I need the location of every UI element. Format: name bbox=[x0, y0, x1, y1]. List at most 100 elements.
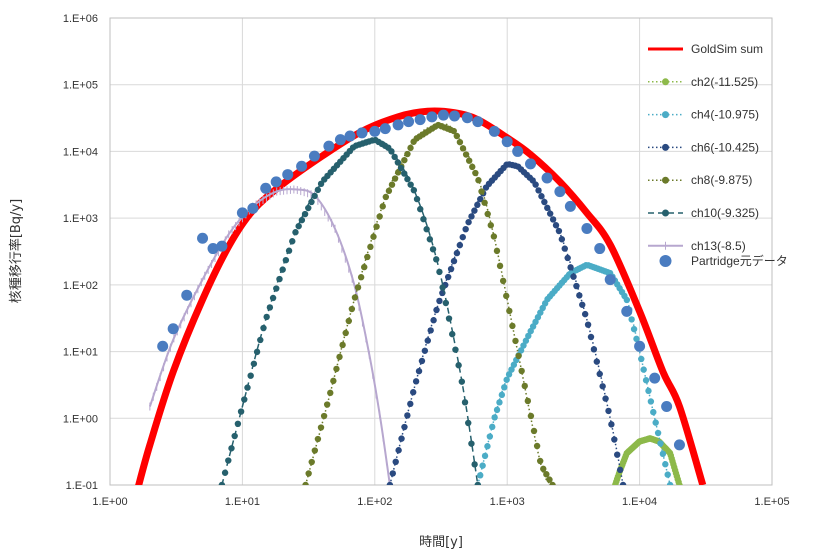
data-point bbox=[549, 481, 556, 485]
data-point bbox=[501, 136, 513, 148]
series-partridge bbox=[157, 109, 685, 451]
data-point bbox=[397, 164, 405, 172]
y-tick-label: 1.E+05 bbox=[63, 80, 98, 92]
data-point bbox=[561, 245, 568, 252]
data-point bbox=[630, 325, 638, 333]
data-point bbox=[279, 266, 286, 273]
data-point bbox=[573, 282, 580, 290]
data-point bbox=[345, 317, 352, 325]
data-point bbox=[650, 408, 657, 416]
data-point bbox=[590, 346, 598, 353]
data-point bbox=[465, 157, 473, 164]
data-point bbox=[320, 412, 328, 420]
data-point bbox=[364, 253, 371, 261]
data-point bbox=[423, 226, 430, 233]
data-point bbox=[633, 335, 640, 343]
data-point bbox=[475, 177, 482, 184]
data-point bbox=[181, 289, 193, 301]
data-point bbox=[584, 321, 592, 328]
data-point bbox=[496, 262, 504, 270]
data-point bbox=[558, 236, 566, 243]
data-point bbox=[676, 481, 683, 485]
data-point bbox=[634, 340, 646, 352]
data-point bbox=[508, 366, 515, 373]
data-point bbox=[642, 377, 650, 384]
y-axis-title: 核種移行率[Bq/y] bbox=[8, 199, 24, 303]
data-point bbox=[250, 360, 258, 367]
data-point bbox=[581, 222, 593, 234]
data-point bbox=[311, 192, 318, 200]
data-point bbox=[593, 358, 601, 365]
data-point bbox=[391, 153, 398, 161]
data-point bbox=[505, 371, 513, 378]
data-point bbox=[649, 372, 661, 384]
legend-item-ch6-10-425: ch6(-10.425) bbox=[648, 140, 759, 154]
data-point bbox=[455, 362, 462, 369]
data-point bbox=[421, 347, 429, 354]
data-point bbox=[241, 396, 248, 403]
data-point bbox=[269, 294, 277, 302]
data-point bbox=[305, 470, 312, 477]
data-point bbox=[311, 447, 319, 454]
data-point bbox=[527, 412, 535, 420]
data-point bbox=[282, 169, 294, 181]
series-line bbox=[477, 264, 671, 485]
data-point bbox=[486, 433, 494, 440]
data-point bbox=[607, 497, 613, 503]
data-point bbox=[414, 114, 426, 126]
data-point bbox=[525, 158, 537, 170]
data-point bbox=[444, 273, 452, 281]
data-point bbox=[282, 256, 290, 264]
data-point bbox=[407, 144, 414, 152]
data-point bbox=[234, 420, 242, 428]
data-point bbox=[481, 199, 488, 206]
data-point bbox=[587, 333, 595, 341]
legend-swatch-marker bbox=[662, 209, 669, 217]
data-point bbox=[317, 424, 325, 431]
series-line bbox=[304, 123, 554, 485]
data-point bbox=[276, 275, 283, 283]
data-point bbox=[662, 461, 669, 468]
legend-item-ch2-11-525: ch2(-11.525) bbox=[648, 75, 758, 89]
data-point bbox=[532, 181, 539, 188]
data-point bbox=[433, 256, 440, 263]
data-point bbox=[509, 322, 516, 330]
data-point bbox=[546, 210, 554, 217]
data-point bbox=[433, 306, 440, 314]
data-point bbox=[472, 116, 484, 128]
data-point bbox=[493, 406, 501, 414]
data-point bbox=[453, 249, 461, 257]
data-point bbox=[501, 384, 508, 391]
data-point bbox=[616, 466, 624, 474]
data-point bbox=[404, 150, 411, 158]
data-point bbox=[314, 186, 322, 194]
data-point bbox=[342, 329, 349, 337]
data-point bbox=[659, 450, 667, 458]
data-point bbox=[436, 268, 443, 276]
data-point bbox=[266, 304, 274, 311]
data-point bbox=[552, 222, 560, 229]
data-point bbox=[576, 292, 583, 299]
data-point bbox=[436, 297, 443, 305]
data-point bbox=[596, 370, 603, 378]
data-point bbox=[456, 241, 464, 249]
data-point bbox=[459, 145, 467, 152]
legend-swatch bbox=[659, 255, 672, 267]
data-point bbox=[398, 435, 405, 442]
data-point bbox=[477, 472, 484, 479]
data-point bbox=[336, 353, 343, 361]
data-point bbox=[388, 148, 395, 155]
data-point bbox=[260, 182, 272, 194]
data-point bbox=[640, 366, 647, 373]
legend-item-goldsim-sum: GoldSim sum bbox=[648, 42, 763, 56]
data-point bbox=[459, 233, 466, 241]
data-point bbox=[462, 225, 469, 233]
data-point bbox=[652, 419, 659, 426]
data-point bbox=[379, 123, 391, 135]
data-point bbox=[570, 273, 577, 280]
data-point bbox=[253, 348, 261, 356]
data-point bbox=[334, 134, 346, 146]
data-point bbox=[512, 337, 519, 345]
data-point bbox=[404, 175, 411, 183]
data-point bbox=[407, 400, 414, 408]
